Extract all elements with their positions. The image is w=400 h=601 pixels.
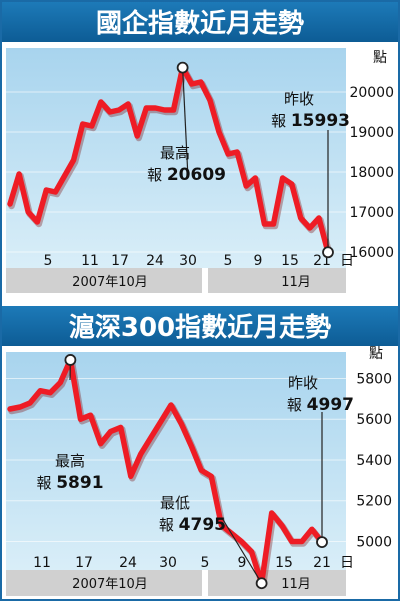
csi300-x-tick-5: 9 [238, 555, 247, 571]
csi300-annotation-label-1: 最低 [160, 494, 190, 512]
hsce-y-tick-18000: 18000 [349, 165, 394, 181]
hsce-x-tick-0: 5 [44, 253, 53, 269]
hsce-x-tick-6: 9 [254, 253, 263, 269]
hsce-plot-area [6, 48, 346, 268]
csi300-x-tick-2: 24 [119, 555, 137, 571]
chart-separator [2, 296, 398, 306]
csi300-title: 滬深300指數近月走勢 [69, 312, 331, 343]
hsce-x-tick-4: 30 [179, 253, 197, 269]
csi300-annotation-value-1: 報 4795 [159, 515, 226, 535]
csi300-x-tick-6: 15 [275, 555, 293, 571]
hsce-y-tick-20000: 20000 [349, 85, 394, 101]
csi300-chart: 滬深300指數近月走勢 2007年10月 11月 點 日 5000 5200 540… [2, 306, 398, 596]
csi300-x-tick-0: 11 [33, 555, 51, 571]
hsce-x-tick-5: 5 [224, 253, 233, 269]
csi300-x-suffix: 日 [340, 555, 354, 571]
hsce-annotation-leader-0 [182, 67, 189, 179]
csi300-month-divider [202, 570, 208, 596]
csi300-x-tick-4: 5 [201, 555, 210, 571]
csi300-y-tick-5600: 5600 [356, 412, 392, 428]
csi300-y-tick-5400: 5400 [356, 453, 392, 469]
csi300-x-tick-1: 17 [75, 555, 93, 571]
csi300-y-tick-5000: 5000 [356, 534, 392, 550]
hsce-x-suffix: 日 [340, 253, 354, 269]
csi300-annotation-marker-2 [316, 536, 328, 548]
csi300-annotation-leader-1 [221, 517, 263, 584]
csi300-annotation-label-0: 最高 [55, 452, 85, 470]
csi300-month-band [6, 570, 346, 596]
hsce-y-tick-16000: 16000 [349, 245, 394, 261]
csi300-x-tick-7: 21 [313, 555, 331, 571]
hsce-annotation-marker-1 [322, 246, 334, 259]
hsce-annotation-value-0: 報 20609 [147, 165, 226, 185]
hsce-x-tick-3: 24 [146, 253, 164, 269]
hsce-x-tick-7: 15 [281, 253, 299, 269]
hsce-x-tick-1: 11 [81, 253, 99, 269]
csi300-title-banner [2, 306, 398, 346]
hsce-y-tick-17000: 17000 [349, 205, 394, 221]
csi300-index-line [7, 357, 325, 586]
hsce-annotation-label-0: 最高 [160, 144, 190, 162]
csi300-annotation-marker-1 [255, 577, 268, 590]
csi300-unit-label: 點 [369, 346, 383, 362]
csi300-month-label-nov: 11月 [281, 577, 311, 592]
hsce-x-tick-2: 17 [111, 253, 129, 269]
hsce-annotation-marker-0 [176, 61, 189, 74]
hsce-index-line [7, 64, 331, 256]
csi300-month-label-oct: 2007年10月 [72, 577, 148, 592]
hsce-annotation-label-1: 昨收 [284, 90, 314, 108]
hsce-y-tick-19000: 19000 [349, 125, 394, 141]
hsce-month-band [6, 268, 346, 293]
hsce-annotation-value-1: 報 15993 [271, 111, 350, 131]
csi300-y-tick-5800: 5800 [356, 371, 392, 387]
csi300-annotation-value-0: 報 5891 [36, 473, 103, 493]
hsce-title-banner [2, 2, 398, 42]
hsce-month-divider [202, 268, 208, 293]
csi300-annotation-label-2: 昨收 [288, 374, 318, 392]
hsce-unit-label: 點 [373, 50, 387, 66]
hsce-month-label-nov: 11月 [281, 275, 311, 290]
hsce-month-label-oct: 2007年10月 [72, 275, 148, 290]
hsce-chart: 國企指數近月走勢 2007年10月 11月 點 日 16000 17000 1800… [2, 2, 398, 293]
csi300-y-tick-5200: 5200 [356, 494, 392, 510]
csi300-annotation-value-2: 報 4997 [287, 395, 354, 415]
csi300-x-tick-3: 30 [159, 555, 177, 571]
csi300-annotation-marker-0 [64, 354, 77, 366]
hsce-title: 國企指數近月走勢 [96, 8, 304, 39]
